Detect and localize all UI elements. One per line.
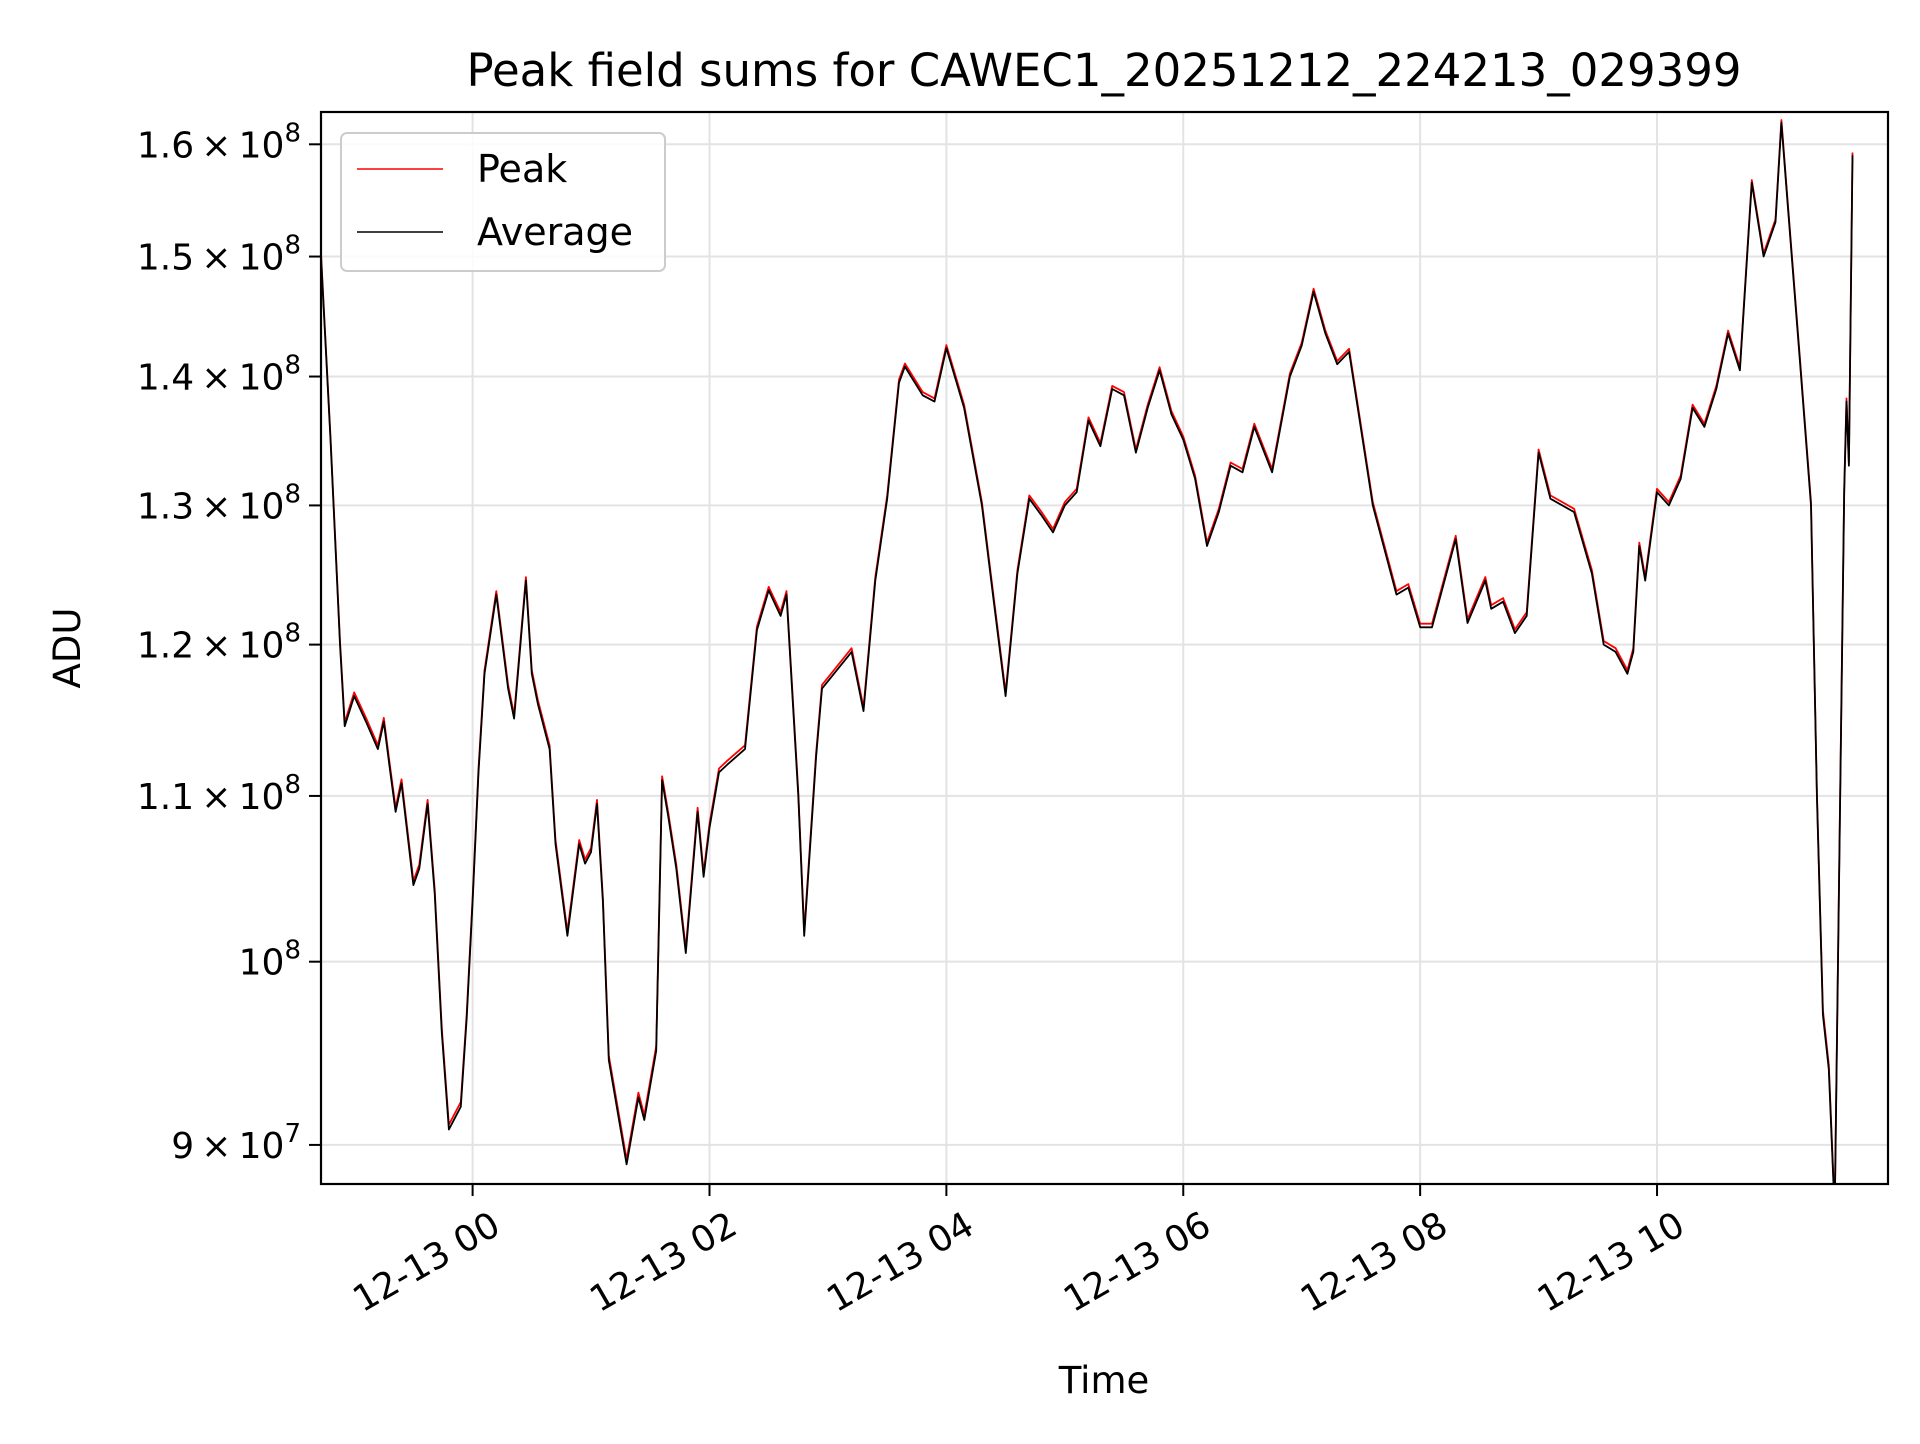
- y-tick-label: 1.1 × 108: [137, 770, 301, 818]
- series-lines: [321, 119, 1854, 1184]
- y-tick-label: 1.2 × 108: [137, 619, 301, 667]
- y-axis-label: ADU: [46, 608, 89, 689]
- y-tick-label: 9 × 107: [171, 1119, 301, 1167]
- x-axis-label: Time: [1058, 1359, 1150, 1402]
- chart-title: Peak field sums for CAWEC1_20251212_2242…: [466, 44, 1741, 97]
- y-tick-label: 1.3 × 108: [137, 479, 301, 527]
- y-tick-label: 1.6 × 108: [137, 118, 301, 166]
- series-line-average: [321, 121, 1854, 1184]
- y-tick-label: 1.4 × 108: [137, 351, 301, 399]
- legend-box: [340, 132, 666, 272]
- y-tick-label: 1.5 × 108: [137, 231, 301, 279]
- y-tick-label: 108: [239, 936, 301, 984]
- legend-label-peak: Peak: [477, 147, 567, 191]
- legend-label-average: Average: [477, 210, 633, 254]
- grid: [321, 112, 1888, 1184]
- legend: Peak Average: [340, 132, 666, 272]
- plot-frame: [319, 110, 1890, 1186]
